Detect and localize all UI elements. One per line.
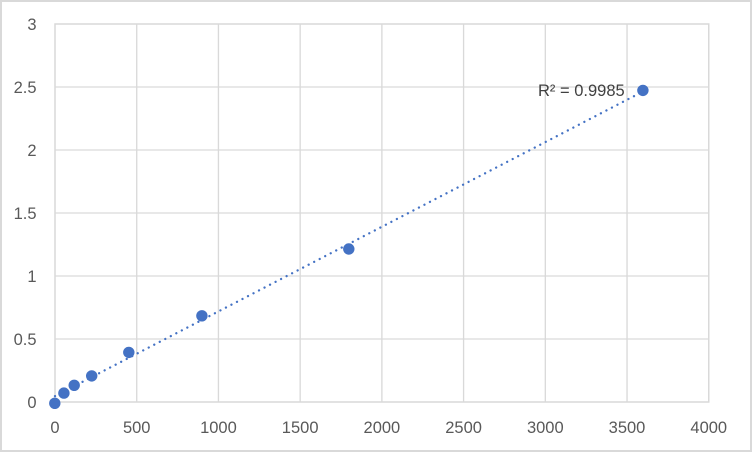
svg-text:R² = 0.9985: R² = 0.9985 (538, 82, 625, 100)
svg-text:2: 2 (27, 142, 36, 160)
svg-text:3: 3 (27, 16, 36, 34)
svg-text:0: 0 (50, 419, 59, 437)
svg-text:3000: 3000 (527, 419, 564, 437)
svg-text:0: 0 (27, 394, 36, 412)
svg-text:1000: 1000 (200, 419, 237, 437)
svg-text:500: 500 (123, 419, 151, 437)
svg-text:2500: 2500 (445, 419, 482, 437)
svg-text:4000: 4000 (690, 419, 727, 437)
svg-text:3500: 3500 (609, 419, 646, 437)
svg-text:1: 1 (27, 268, 36, 286)
svg-text:2.5: 2.5 (14, 79, 37, 97)
svg-text:1.5: 1.5 (14, 205, 37, 223)
svg-text:0.5: 0.5 (14, 331, 37, 349)
svg-text:1500: 1500 (282, 419, 319, 437)
svg-text:2000: 2000 (364, 419, 401, 437)
